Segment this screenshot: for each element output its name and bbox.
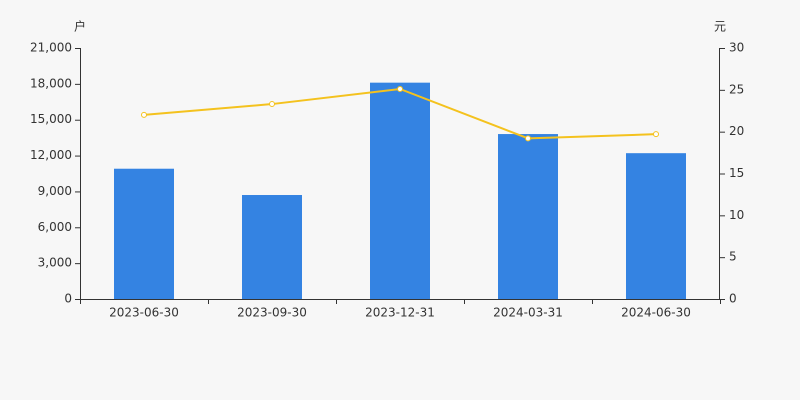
line-point [269,101,275,108]
line-point [141,111,147,118]
x-tick-label: 2024-06-30 [621,306,691,320]
bar [370,82,430,300]
x-tick-label: 2024-03-31 [493,306,563,320]
line-point [653,131,659,138]
bar [498,134,558,299]
y2-tick-label: 20 [729,124,744,138]
y-tick-label: 15,000 [30,112,72,126]
x-tick-label: 2023-12-31 [365,306,435,320]
bar [626,153,686,299]
line-point [525,135,531,142]
x-tick-label: 2023-09-30 [237,306,307,320]
y-tick-label: 18,000 [30,76,72,90]
y-tick-label: 9,000 [38,184,72,198]
y2-tick-label: 5 [729,250,737,264]
y-tick-label: 21,000 [30,41,72,55]
y2-axis-unit: 元 [714,20,726,34]
y2-tick-label: 15 [729,166,744,180]
y-axis-unit: 户 [74,19,86,34]
y-tick-label: 3,000 [38,256,72,270]
y2-tick-label: 25 [729,82,744,96]
line-point [397,85,403,92]
y2-tick-label: 30 [729,41,744,55]
y-tick-label: 12,000 [30,148,72,162]
y-tick-label: 0 [64,292,72,306]
y2-tick-label: 0 [729,292,737,306]
x-tick-label: 2023-06-30 [109,306,179,320]
bar [114,168,174,299]
y2-tick-label: 10 [729,208,744,222]
y-tick-label: 6,000 [38,220,72,234]
bar [242,195,302,299]
